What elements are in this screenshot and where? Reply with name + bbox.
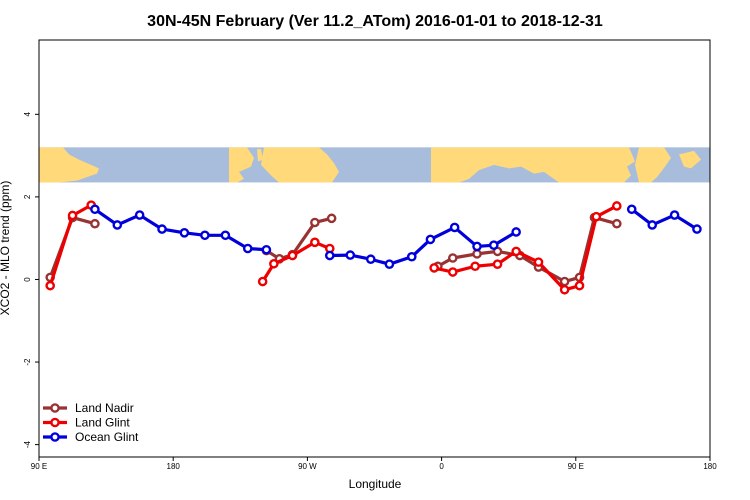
- legend-swatch-marker: [50, 403, 60, 413]
- map-land-0: [39, 147, 99, 183]
- y-tick-label: 4: [23, 112, 32, 117]
- data-point: [324, 250, 335, 261]
- x-axis-label: Longitude: [349, 477, 402, 491]
- x-tick-label: 180: [167, 462, 181, 471]
- x-tick-label: 90 E: [568, 462, 584, 471]
- data-point: [406, 251, 417, 262]
- data-point: [287, 250, 298, 261]
- plot-area: [38, 39, 711, 458]
- data-point: [220, 230, 231, 241]
- data-point: [612, 201, 622, 211]
- data-point: [574, 280, 585, 291]
- map-land-5: [635, 147, 671, 183]
- y-axis: -4 -2 0 2 4: [23, 112, 39, 449]
- data-point: [612, 218, 622, 229]
- data-point: [45, 280, 55, 291]
- y-tick-label: -4: [23, 441, 32, 449]
- data-point: [533, 257, 544, 267]
- series-layer: [45, 200, 702, 295]
- data-point: [472, 241, 482, 252]
- series-line: [433, 204, 618, 292]
- map-land-1: [229, 147, 254, 183]
- data-point: [90, 218, 100, 229]
- map-land-4: [431, 147, 635, 183]
- legend-label: Land Glint: [75, 416, 130, 430]
- data-point: [134, 210, 145, 220]
- x-tick-label: 0: [439, 462, 444, 471]
- series-line: [329, 225, 517, 266]
- data-point: [559, 276, 570, 287]
- legend-swatch-marker: [50, 432, 60, 442]
- legend-label: Land Nadir: [75, 401, 134, 415]
- data-point: [429, 263, 439, 273]
- data-point: [157, 224, 167, 234]
- x-tick-label: 180: [703, 462, 717, 471]
- data-point: [492, 259, 503, 269]
- data-point: [692, 224, 702, 234]
- data-point: [200, 230, 210, 241]
- data-point: [310, 217, 320, 228]
- data-point: [112, 220, 123, 230]
- y-axis-label: XCO2 - MLO trend (ppm): [0, 181, 12, 316]
- x-tick-label: 90 E: [31, 462, 47, 471]
- x-axis: 90 E 180 90 W 0 90 E 180: [31, 457, 717, 471]
- legend-label: Ocean Glint: [75, 430, 139, 444]
- data-point: [449, 222, 460, 233]
- data-point: [384, 259, 395, 269]
- data-point: [179, 228, 190, 238]
- world-map-strip: [39, 147, 710, 183]
- data-point: [511, 227, 521, 237]
- data-point: [488, 240, 499, 250]
- data-point: [447, 267, 458, 277]
- series-ocean-glint: [90, 204, 702, 269]
- data-point: [559, 284, 570, 295]
- data-point: [447, 253, 458, 263]
- chart-title: 30N-45N February (Ver 11.2_ATom) 2016-01…: [147, 13, 603, 30]
- y-tick-label: 2: [23, 194, 32, 199]
- data-point: [261, 244, 272, 255]
- data-point: [669, 210, 680, 220]
- data-point: [310, 237, 320, 248]
- data-point: [90, 204, 100, 215]
- x-tick-label: 90 W: [298, 462, 317, 471]
- data-point: [626, 204, 637, 215]
- data-point: [472, 249, 482, 259]
- data-point: [647, 220, 658, 230]
- legend-swatch-marker: [50, 417, 60, 428]
- data-point: [470, 261, 480, 272]
- data-point: [365, 254, 376, 265]
- series-line: [93, 207, 267, 252]
- map-land-3: [257, 149, 263, 162]
- map-land-2: [261, 147, 339, 183]
- y-tick-label: 0: [23, 277, 32, 282]
- data-point: [67, 210, 78, 221]
- data-point: [511, 246, 521, 257]
- map-land-6: [679, 150, 701, 169]
- y-tick-label: -2: [23, 358, 32, 366]
- data-point: [269, 258, 279, 269]
- data-point: [591, 211, 602, 222]
- data-point: [345, 250, 356, 260]
- data-point: [257, 276, 268, 287]
- data-point: [425, 234, 436, 245]
- data-point: [242, 243, 253, 254]
- data-point: [326, 213, 337, 224]
- series-land-glint: [45, 200, 622, 295]
- series-line: [437, 215, 618, 284]
- series-line: [630, 208, 698, 231]
